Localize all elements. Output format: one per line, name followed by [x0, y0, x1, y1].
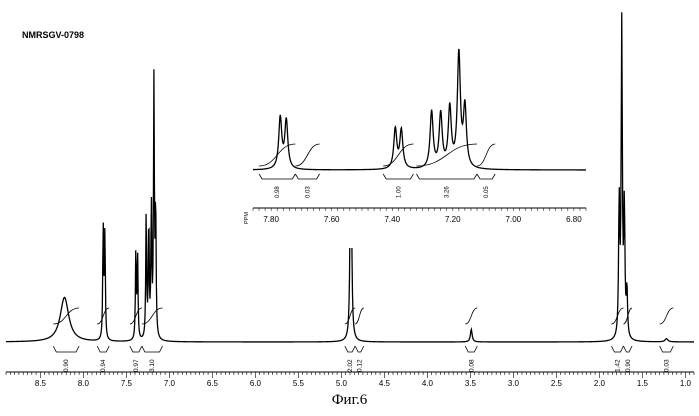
x-tick-label: 3.5	[465, 379, 477, 388]
integral-value: 0.97	[133, 359, 140, 372]
inset-integral-value: 0.03	[305, 186, 311, 198]
integral-curve	[130, 308, 142, 324]
inset-integral-value: 3.26	[445, 186, 451, 198]
integral-curve	[355, 308, 364, 324]
integral-value: 1.42	[614, 359, 621, 372]
integral-curve	[97, 308, 109, 324]
integral-bracket	[623, 346, 632, 352]
x-tick-label: 2.0	[594, 379, 606, 388]
integral-bracket	[97, 346, 109, 352]
x-tick-label: 6.5	[207, 379, 219, 388]
integral-value: 3.10	[149, 359, 156, 372]
inset-x-tick-label: 7.40	[384, 215, 400, 224]
x-tick-label: 6.0	[250, 379, 262, 388]
x-tick-label: 8.5	[35, 379, 47, 388]
x-tick-label: 7.5	[121, 379, 133, 388]
x-tick-label: 5.5	[293, 379, 305, 388]
integral-bracket	[130, 346, 142, 352]
x-tick-label: 1.5	[637, 379, 649, 388]
integral-value: 0.03	[663, 359, 670, 372]
integral-value: 0.90	[625, 359, 632, 372]
inset-x-tick-label: 7.80	[263, 215, 279, 224]
integral-bracket	[53, 346, 79, 352]
x-tick-label: 7.0	[164, 379, 176, 388]
integral-bracket	[142, 346, 163, 352]
x-tick-label: 3.0	[508, 379, 520, 388]
integral-curve	[53, 308, 79, 324]
inset-integral-value: 1.00	[396, 186, 402, 198]
integral-value: 0.12	[356, 359, 363, 372]
inset-integral-value: 0.05	[484, 186, 490, 198]
inset-background	[249, 20, 590, 248]
integral-bracket	[345, 346, 355, 352]
integral-value: 2.02	[347, 359, 354, 372]
inset-axis-unit-label: PPM	[244, 212, 250, 224]
integral-value: 0.94	[100, 359, 107, 372]
x-tick-label: 4.5	[379, 379, 391, 388]
integral-bracket	[660, 346, 674, 352]
integral-bracket	[355, 346, 364, 352]
x-tick-label: 2.5	[551, 379, 563, 388]
x-tick-label: 4.0	[422, 379, 434, 388]
figure-caption: Фиг.6	[0, 392, 699, 409]
integral-bracket	[611, 346, 623, 352]
integral-curve	[465, 308, 477, 324]
inset-x-tick-label: 6.80	[566, 215, 582, 224]
integral-value: 0.08	[468, 359, 475, 372]
inset-x-tick-label: 7.00	[506, 215, 522, 224]
inset-integral-value: 0.98	[275, 186, 281, 198]
x-tick-label: 5.0	[336, 379, 348, 388]
integral-value: 0.90	[63, 359, 70, 372]
inset-x-tick-label: 7.20	[445, 215, 461, 224]
inset-x-tick-label: 7.60	[324, 215, 340, 224]
integral-curve	[660, 308, 674, 324]
integral-bracket	[465, 346, 477, 352]
x-tick-label: 1.0	[680, 379, 692, 388]
x-tick-label: 8.0	[78, 379, 90, 388]
